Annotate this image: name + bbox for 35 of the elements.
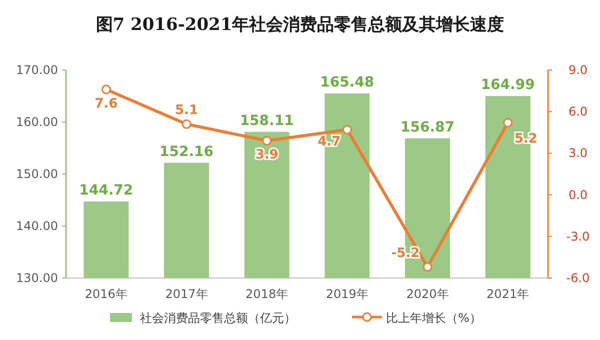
data-label: 152.16	[159, 144, 214, 160]
data-label: 158.11	[240, 112, 294, 129]
data-label: 156.87	[400, 119, 455, 136]
data-label: 7.6	[94, 96, 118, 112]
data-label: 144.72	[79, 182, 134, 198]
point	[342, 124, 352, 134]
y2-tick-label: -3.0	[566, 229, 590, 244]
y2-tick-label: -6.0	[566, 271, 590, 285]
x-tick-label: 2017年	[165, 287, 208, 301]
y-tick-label: 140.00	[16, 219, 58, 233]
chart-title: 图7 2016-2021年社会消费品零售总额及其增长速度	[96, 15, 504, 35]
legend-label: 比上年增长（%）	[386, 311, 482, 325]
x-tick-label: 2021年	[486, 287, 530, 301]
data-label: 3.9	[255, 148, 278, 163]
x-tick-label: 2019年	[326, 287, 368, 301]
point	[262, 136, 272, 146]
y-tick-label: 130.00	[16, 271, 58, 285]
data-label: 164.99	[480, 77, 535, 94]
data-label: 5.1	[174, 103, 198, 118]
y-tick-label: 170.00	[16, 63, 58, 77]
x-tick-label: 2020年	[406, 287, 449, 301]
x-tick-label: 2018年	[246, 287, 288, 301]
data-label: 165.48	[320, 74, 374, 91]
y-tick-label: 150.00	[16, 167, 58, 181]
point	[101, 84, 111, 94]
y-tick-label: 160.00	[16, 115, 58, 129]
y2-tick-label: 0.0	[568, 188, 588, 202]
y2-tick-label: 3.0	[568, 146, 588, 160]
point	[182, 119, 192, 129]
point	[422, 262, 432, 272]
legend-label: 社会消费品零售总额（亿元）	[140, 311, 296, 325]
x-tick-label: 2016年	[84, 287, 128, 301]
y2-tick-label: 6.0	[568, 104, 588, 119]
y2-tick-label: 9.0	[568, 63, 588, 77]
point	[503, 118, 513, 128]
